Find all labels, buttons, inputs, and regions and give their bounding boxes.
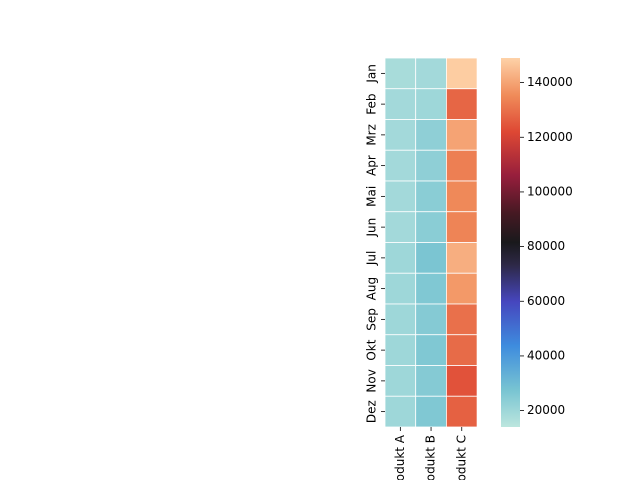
heatmap-cell <box>415 180 447 213</box>
heatmap-cell <box>445 180 478 213</box>
heatmap-cell <box>445 272 478 305</box>
row-label: Aug <box>365 277 379 300</box>
heatmap-cell <box>384 180 417 213</box>
heatmap-cell <box>384 242 417 274</box>
heatmap-cell <box>415 303 447 336</box>
heatmap-cell <box>445 303 478 336</box>
colorbar-tick-label: 80000 <box>527 239 565 253</box>
colorbar-tick-label: 120000 <box>527 130 573 144</box>
heatmap-cell <box>415 88 447 120</box>
row-labels: Jan Feb Mrz Apr Mai Jun Jul Aug Sep Okt Nov Dez <box>365 64 385 423</box>
colorbar-tick-label: 60000 <box>527 294 565 308</box>
column-labels: Produkt A Produkt B Produkt C <box>393 427 468 484</box>
heatmap-cell <box>384 57 417 90</box>
heatmap-cell <box>445 211 478 243</box>
heatmap-cell <box>415 334 447 366</box>
heatmap-cell <box>445 365 478 397</box>
heatmap-cell <box>415 365 447 397</box>
heatmap-cell <box>415 119 447 151</box>
column-label: Produkt B <box>424 435 438 480</box>
column-label: Produkt A <box>393 434 407 480</box>
heatmap-cell <box>415 395 447 428</box>
row-label: Jan <box>365 64 379 84</box>
heatmap-cell <box>415 57 447 90</box>
colorbar-tick-label: 140000 <box>527 75 573 89</box>
heatmap-cell <box>415 242 447 274</box>
heatmap-cell <box>384 334 417 366</box>
row-label: Jul <box>365 251 379 266</box>
heatmap-cell <box>415 149 447 182</box>
colorbar-tick-label: 20000 <box>527 403 565 417</box>
heatmap-cell <box>445 57 478 90</box>
heatmap-cell <box>445 242 478 274</box>
heatmap-cell <box>384 365 417 397</box>
heatmap-cells <box>384 57 478 428</box>
heatmap-cell <box>384 272 417 305</box>
heatmap-cell <box>415 211 447 243</box>
colorbar-tick-label: 100000 <box>527 184 573 198</box>
row-label: Okt <box>365 339 379 360</box>
heatmap-cell <box>384 119 417 151</box>
row-label: Feb <box>365 94 379 115</box>
row-label: Dez <box>365 400 379 423</box>
heatmap-cell <box>384 149 417 182</box>
colorbar-tick-label: 40000 <box>527 348 565 362</box>
row-label: Mrz <box>365 124 379 146</box>
heatmap-cell <box>445 395 478 428</box>
row-label: Apr <box>365 155 379 176</box>
heatmap-cell <box>445 119 478 151</box>
heatmap-cell <box>445 334 478 366</box>
colorbar <box>501 58 520 427</box>
column-label: Produkt C <box>454 435 468 480</box>
heatmap-cell <box>415 272 447 305</box>
heatmap-cell <box>384 211 417 243</box>
colorbar-ticks: 20000 40000 60000 80000 100000 120000 140000 <box>520 75 573 417</box>
row-label: Jun <box>365 218 379 238</box>
heatmap-cell <box>384 303 417 336</box>
heatmap-cell <box>384 395 417 428</box>
row-label: Mai <box>365 186 379 207</box>
heatmap-cell <box>445 88 478 120</box>
row-label: Sep <box>365 308 379 331</box>
heatmap-cell <box>384 88 417 120</box>
heatmap-cell <box>445 149 478 182</box>
row-label: Nov <box>365 369 379 392</box>
